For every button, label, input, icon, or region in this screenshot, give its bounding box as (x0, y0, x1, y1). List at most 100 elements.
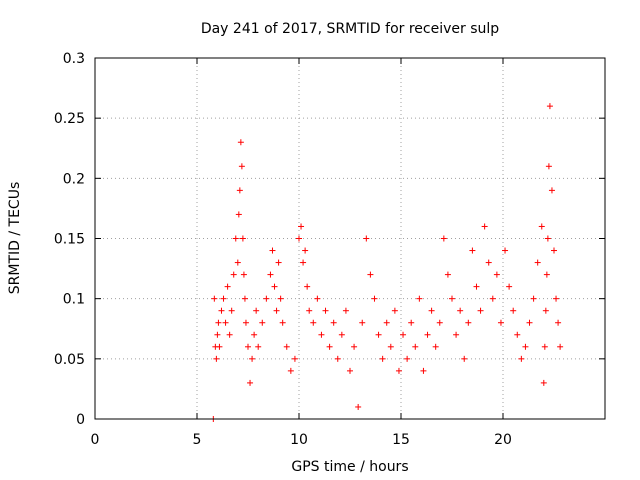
data-point (424, 331, 431, 338)
data-point (273, 307, 280, 314)
x-axis-title: GPS time / hours (291, 459, 408, 475)
data-point (514, 331, 521, 338)
data-point (283, 343, 290, 350)
data-point (218, 307, 225, 314)
data-point (510, 307, 517, 314)
data-point (232, 235, 239, 242)
data-point (211, 295, 218, 302)
data-point (404, 355, 411, 362)
data-point (326, 343, 333, 350)
data-point (436, 319, 443, 326)
data-point (555, 319, 562, 326)
data-point (432, 343, 439, 350)
data-point (355, 403, 362, 410)
data-point (546, 103, 553, 110)
data-point (408, 319, 415, 326)
data-point (222, 319, 229, 326)
data-point (541, 343, 548, 350)
data-point (416, 295, 423, 302)
data-point (363, 235, 370, 242)
data-point (300, 259, 307, 266)
data-point (238, 163, 245, 170)
data-point (245, 343, 251, 350)
data-point (553, 295, 560, 302)
data-point (306, 307, 313, 314)
data-point (342, 307, 349, 314)
data-point (275, 259, 282, 266)
data-point (453, 331, 460, 338)
data-point (493, 271, 500, 278)
y-tick-label: 0 (76, 412, 85, 428)
data-point (338, 331, 345, 338)
data-point (269, 247, 276, 254)
y-axis-title: SRMTID / TECUs (7, 182, 23, 295)
data-point (236, 187, 243, 194)
data-point (522, 343, 529, 350)
data-point (228, 307, 235, 314)
data-point (412, 343, 419, 350)
data-point (322, 307, 329, 314)
data-point (263, 295, 270, 302)
data-point (530, 295, 537, 302)
y-tick-label: 0.15 (54, 232, 85, 248)
y-tick-label: 0.3 (63, 51, 85, 67)
data-point (481, 223, 488, 230)
data-point (255, 343, 262, 350)
data-point (538, 223, 545, 230)
data-point (506, 283, 513, 290)
data-point (534, 259, 541, 266)
data-point (420, 367, 427, 374)
data-point (242, 319, 249, 326)
data-point (287, 367, 294, 374)
data-point (310, 319, 317, 326)
y-tick-label: 0.05 (54, 352, 85, 368)
data-point (545, 163, 552, 170)
data-point (540, 379, 547, 386)
data-point (267, 271, 274, 278)
y-tick-label: 0.1 (63, 292, 85, 308)
data-point (213, 355, 220, 362)
data-point (497, 319, 504, 326)
data-point (226, 331, 233, 338)
data-point (240, 271, 247, 278)
data-point (457, 307, 464, 314)
data-point (359, 319, 366, 326)
data-point (367, 271, 374, 278)
data-point (444, 271, 451, 278)
data-point (237, 139, 244, 146)
data-point (234, 259, 241, 266)
data-point (298, 223, 305, 230)
data-point (548, 187, 555, 194)
data-point (239, 235, 246, 242)
chart-title: Day 241 of 2017, SRMTID for receiver sul… (201, 21, 499, 37)
data-point (291, 355, 298, 362)
data-point (215, 319, 222, 326)
data-point (224, 283, 231, 290)
data-point (400, 331, 407, 338)
data-point (216, 343, 223, 350)
data-point (465, 319, 472, 326)
data-point (551, 247, 557, 254)
x-tick-label: 20 (494, 432, 512, 448)
data-point (247, 379, 254, 386)
data-point (502, 247, 509, 254)
data-point (485, 259, 492, 266)
y-tick-label: 0.25 (54, 111, 85, 127)
data-point (544, 235, 551, 242)
data-point (304, 283, 311, 290)
data-point (391, 307, 398, 314)
data-point (230, 271, 237, 278)
labels-layer: 0 0.05 0.1 0.15 0.2 0.25 0.3 0 5 10 15 20 (54, 51, 512, 448)
data-point (383, 319, 390, 326)
data-point (469, 247, 476, 254)
data-point (277, 295, 284, 302)
x-tick-label: 15 (392, 432, 410, 448)
data-point (214, 331, 221, 338)
data-point (296, 235, 302, 242)
plot-frame (94, 57, 606, 420)
data-point (428, 307, 435, 314)
data-point (449, 295, 455, 302)
data-point (330, 319, 337, 326)
points-layer (210, 103, 564, 422)
